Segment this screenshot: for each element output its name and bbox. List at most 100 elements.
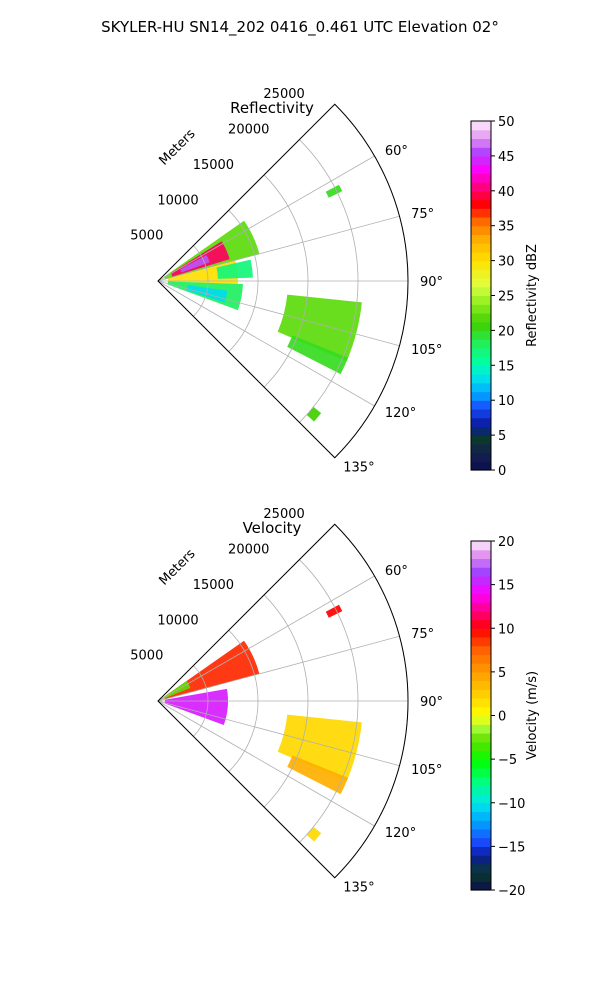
colorbar-tick-label: 15 — [498, 579, 515, 594]
radial-tick-label: 20000 — [228, 543, 269, 558]
colorbar-band — [471, 321, 491, 331]
radial-tick-label: 5000 — [130, 649, 163, 664]
colorbar-band — [471, 129, 491, 140]
colorbar-band — [471, 619, 491, 629]
colorbar-band — [471, 426, 491, 436]
azimuth-spoke-1 — [157, 215, 400, 282]
azimuth-spoke-0 — [157, 155, 375, 282]
echo-region-2 — [180, 255, 210, 273]
colorbar-band — [471, 654, 491, 664]
figure-title: SKYLER-HU SN14_202 0416_0.461 UTC Elevat… — [101, 18, 499, 37]
colorbar-tick-label: 5 — [498, 429, 506, 444]
colorbar-band — [471, 408, 491, 419]
colorbar-band — [471, 602, 491, 612]
colorbar-band — [471, 304, 491, 314]
echo-region-9 — [325, 184, 343, 198]
colorbar-tick-label: 50 — [498, 115, 515, 130]
colorbar-band — [471, 636, 491, 647]
colorbar-label: Reflectivity dBZ — [525, 244, 540, 347]
colorbar-band — [471, 278, 491, 288]
azimuth-spoke-4 — [157, 700, 375, 827]
radial-tick-label: 25000 — [263, 87, 304, 102]
colorbar-band — [471, 339, 491, 349]
echo-region-3 — [277, 714, 362, 782]
radial-tick-label: 15000 — [193, 578, 234, 593]
theta-tick-label: 105° — [411, 343, 442, 358]
radial-tick-label: 5000 — [130, 229, 163, 244]
echo-region-6 — [306, 826, 322, 842]
colorbar-band — [471, 872, 491, 882]
azimuth-spoke-4 — [157, 280, 375, 407]
colorbar-tick-label: −15 — [498, 840, 525, 855]
colorbar-tick-label: −20 — [498, 884, 525, 899]
radial-tick-label: 10000 — [157, 613, 198, 628]
colorbar-band — [471, 225, 491, 236]
colorbar-band — [471, 837, 491, 847]
colorbar-tick-label: 35 — [498, 220, 515, 235]
colorbar-tick-label: 10 — [498, 622, 515, 637]
colorbar-band — [471, 243, 491, 253]
sector-outline — [157, 523, 409, 879]
colorbar-band — [471, 593, 491, 603]
azimuth-spoke-3 — [157, 280, 400, 347]
colorbar-band — [471, 628, 491, 638]
colorbar-band — [471, 750, 491, 760]
theta-tick-label: 135° — [343, 460, 374, 475]
colorbar-band — [471, 715, 491, 725]
colorbar-band — [471, 820, 491, 830]
radial-tick-label: 25000 — [263, 507, 304, 522]
radial-tick-label: 15000 — [193, 158, 234, 173]
theta-tick-label: 60° — [385, 144, 408, 159]
colorbar-band — [471, 689, 491, 699]
colorbar-band — [471, 155, 491, 166]
colorbar-band — [471, 767, 491, 778]
colorbar-band — [471, 575, 491, 586]
colorbar-tick-label: 20 — [498, 324, 515, 339]
colorbar-band — [471, 881, 491, 891]
colorbar-band — [471, 863, 491, 874]
echo-region-7 — [277, 294, 362, 362]
azimuth-spoke-3 — [157, 700, 400, 767]
echo-region-4 — [216, 259, 253, 279]
colorbar-band — [471, 260, 491, 270]
colorbar-band — [471, 741, 491, 751]
colorbar-band — [471, 724, 491, 734]
colorbar-band — [471, 199, 491, 209]
theta-tick-label: 120° — [385, 826, 416, 841]
colorbar-band — [471, 173, 491, 183]
echo-region-4 — [287, 755, 349, 795]
colorbar-band — [471, 785, 491, 795]
colorbar-tick-label: 30 — [498, 255, 515, 270]
colorbar-band — [471, 461, 491, 471]
theta-tick-label: 90° — [420, 695, 443, 710]
colorbar-band — [471, 558, 491, 568]
colorbar-band — [471, 794, 491, 804]
echo-region-8 — [287, 335, 349, 375]
colorbar-band — [471, 732, 491, 743]
colorbar-band — [471, 680, 491, 690]
colorbar-band — [471, 698, 491, 708]
colorbar-band — [471, 216, 491, 227]
colorbar-band — [471, 147, 491, 157]
colorbar-tick-label: 20 — [498, 535, 515, 550]
colorbar-band — [471, 121, 491, 131]
radial-tick-label: 20000 — [228, 123, 269, 138]
theta-tick-label: 75° — [411, 627, 434, 642]
colorbar-tick-label: 45 — [498, 150, 515, 165]
colorbar-band — [471, 452, 491, 462]
colorbar-band — [471, 312, 491, 323]
colorbar-band — [471, 251, 491, 262]
panel-title: Velocity — [243, 519, 302, 537]
colorbar-band — [471, 610, 491, 621]
colorbar-band — [471, 330, 491, 340]
colorbar-tick-label: 10 — [498, 394, 515, 409]
radial-tick-label: 10000 — [157, 193, 198, 208]
colorbar-band — [471, 645, 491, 656]
colorbar-band — [471, 374, 491, 384]
azimuth-spoke-1 — [157, 635, 400, 702]
colorbar-band — [471, 776, 491, 786]
theta-tick-label: 75° — [411, 207, 434, 222]
theta-tick-label: 90° — [420, 275, 443, 290]
colorbar-tick-label: −10 — [498, 797, 525, 812]
